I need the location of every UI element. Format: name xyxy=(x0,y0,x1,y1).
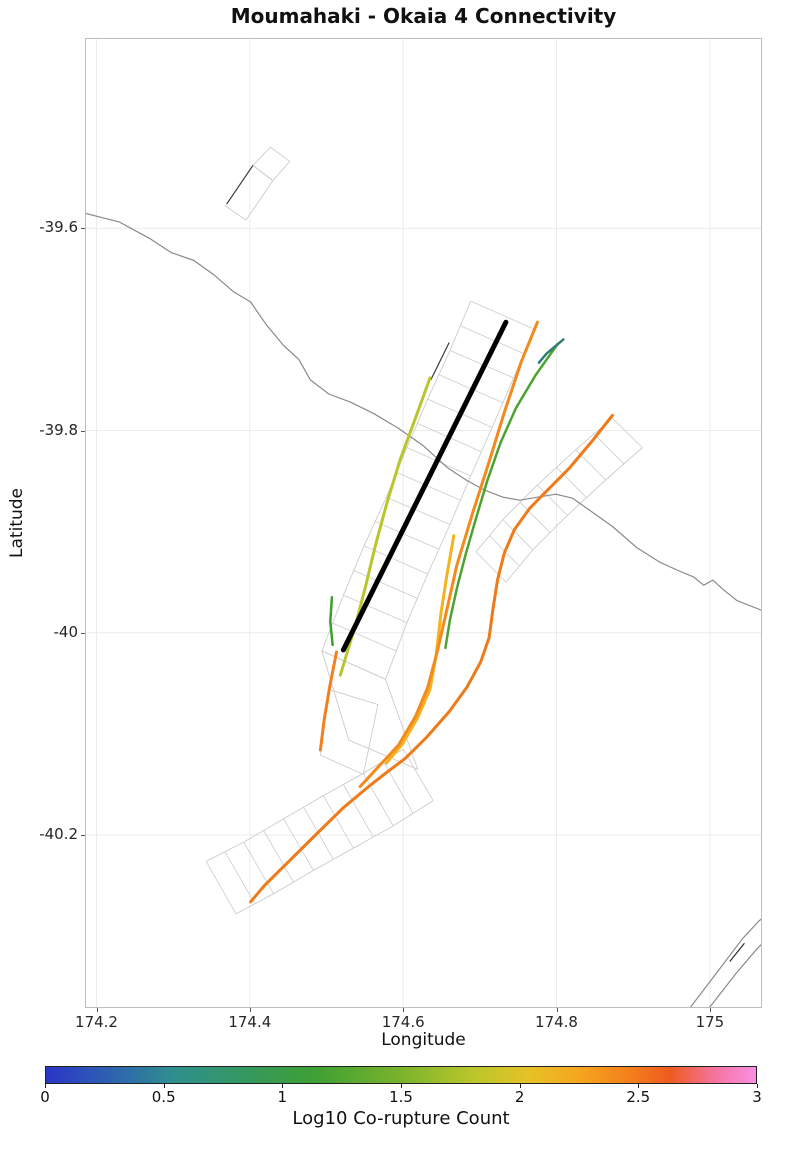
x-tick-label: 174.2 xyxy=(75,1013,118,1031)
fault-band-rung xyxy=(243,841,274,894)
fault-trace-trace-4 xyxy=(329,596,334,647)
colorbar-tick-mark xyxy=(638,1084,640,1088)
colorbar-tick-mark xyxy=(45,1084,46,1088)
colorbar-tick-label: 2.5 xyxy=(626,1088,651,1106)
fault-edge-dark xyxy=(729,942,745,962)
y-tick-mark xyxy=(81,228,85,230)
fault-band-rung xyxy=(402,748,434,801)
fault-band-rung xyxy=(321,650,386,680)
fault-band-edge xyxy=(235,800,434,915)
x-tick-label: 175 xyxy=(695,1013,725,1031)
fault-band-rung xyxy=(375,521,439,550)
fault-trace-trace-5 xyxy=(358,320,539,788)
colorbar-tick-mark xyxy=(163,1084,165,1088)
colorbar-tick-label: 1 xyxy=(277,1088,288,1106)
fault-polygon xyxy=(319,688,379,776)
fault-band-rung xyxy=(470,300,535,330)
plot-frame xyxy=(85,38,762,1008)
y-tick-mark xyxy=(81,835,85,836)
colorbar-tick-label: 2 xyxy=(514,1088,525,1106)
x-tick-mark xyxy=(403,1008,405,1012)
fault-trace-highlighted-fault xyxy=(340,319,509,653)
x-tick-label: 174.6 xyxy=(381,1013,425,1031)
fault-edge-dark xyxy=(430,342,450,381)
fault-trace-trace-1 xyxy=(537,338,565,364)
x-tick-label: 174.4 xyxy=(228,1013,272,1031)
fault-band-rung xyxy=(362,773,394,827)
fault-band-rung xyxy=(537,484,568,516)
x-tick-mark xyxy=(249,1008,251,1012)
colorbar: 0 0.5 1 1.5 2 2.5 3 xyxy=(40,1066,762,1108)
colorbar-tick-label: 0 xyxy=(40,1088,50,1106)
x-axis-label: Longitude xyxy=(381,1030,466,1050)
fault-band-rung xyxy=(460,325,525,354)
fault-band-rung xyxy=(332,622,397,652)
chart-title: Moumahaki - Okaia 4 Connectivity xyxy=(230,4,617,28)
fault-edge-dark xyxy=(226,165,254,205)
colorbar-tick-mark xyxy=(757,1084,758,1088)
coastline xyxy=(708,943,762,1008)
fault-band-rung xyxy=(343,784,374,838)
x-tick-label: 174.8 xyxy=(535,1013,578,1031)
fault-band-rung xyxy=(382,761,414,814)
colorbar-tick-labels: 0 0.5 1 1.5 2 2.5 3 xyxy=(40,1084,762,1108)
colorbar-gradient xyxy=(45,1066,757,1084)
y-tick-label: -39.8 xyxy=(39,420,78,439)
fault-band-rung xyxy=(283,818,314,871)
map-plot xyxy=(85,38,762,1008)
fault-band-rung xyxy=(612,418,643,448)
fault-band-edge xyxy=(385,329,535,680)
x-tick-mark xyxy=(96,1008,98,1012)
fault-band-rung xyxy=(343,594,408,623)
fault-trace-trace-3 xyxy=(338,376,432,677)
fault-band-rung xyxy=(556,467,587,498)
fault-polygon xyxy=(224,164,274,221)
coastline xyxy=(689,917,762,1008)
fault-band-rung xyxy=(205,861,237,915)
fault-band-rung xyxy=(593,433,625,465)
fault-band-rung xyxy=(263,830,294,883)
x-tick-mark xyxy=(709,1008,711,1012)
colorbar-tick-mark xyxy=(519,1084,521,1088)
y-axis-label: Latitude xyxy=(7,488,27,558)
fault-band-rung xyxy=(323,795,354,849)
colorbar-label: Log10 Co-rupture Count xyxy=(292,1108,510,1129)
fault-band-rung xyxy=(519,502,551,533)
y-tick-mark xyxy=(81,632,85,634)
fault-band-rung xyxy=(396,472,461,501)
colorbar-tick-label: 0.5 xyxy=(151,1088,176,1106)
fault-trace-trace-7 xyxy=(249,413,614,904)
fault-band-rung xyxy=(449,350,514,379)
colorbar-tick-label: 1.5 xyxy=(389,1088,413,1106)
fault-trace-trace-2 xyxy=(444,343,559,650)
fault-polygon xyxy=(252,146,291,182)
fault-band-rung xyxy=(224,851,256,904)
fault-band-rung xyxy=(386,496,451,525)
colorbar-tick-label: 3 xyxy=(752,1088,762,1106)
coastline xyxy=(85,212,762,612)
colorbar-tick-mark xyxy=(401,1084,402,1088)
y-tick-label: -39.6 xyxy=(39,218,78,237)
fault-band-edge xyxy=(505,447,643,583)
y-tick-mark xyxy=(81,430,85,432)
x-tick-mark xyxy=(556,1008,558,1012)
y-tick-label: -40 xyxy=(53,622,79,641)
fault-band-rung xyxy=(502,519,534,551)
colorbar-tick-mark xyxy=(282,1084,284,1088)
fault-trace-trace-8 xyxy=(318,650,338,752)
y-tick-label: -40.2 xyxy=(39,825,78,843)
fault-band-rung xyxy=(475,551,507,583)
fault-band-rung xyxy=(353,570,418,599)
